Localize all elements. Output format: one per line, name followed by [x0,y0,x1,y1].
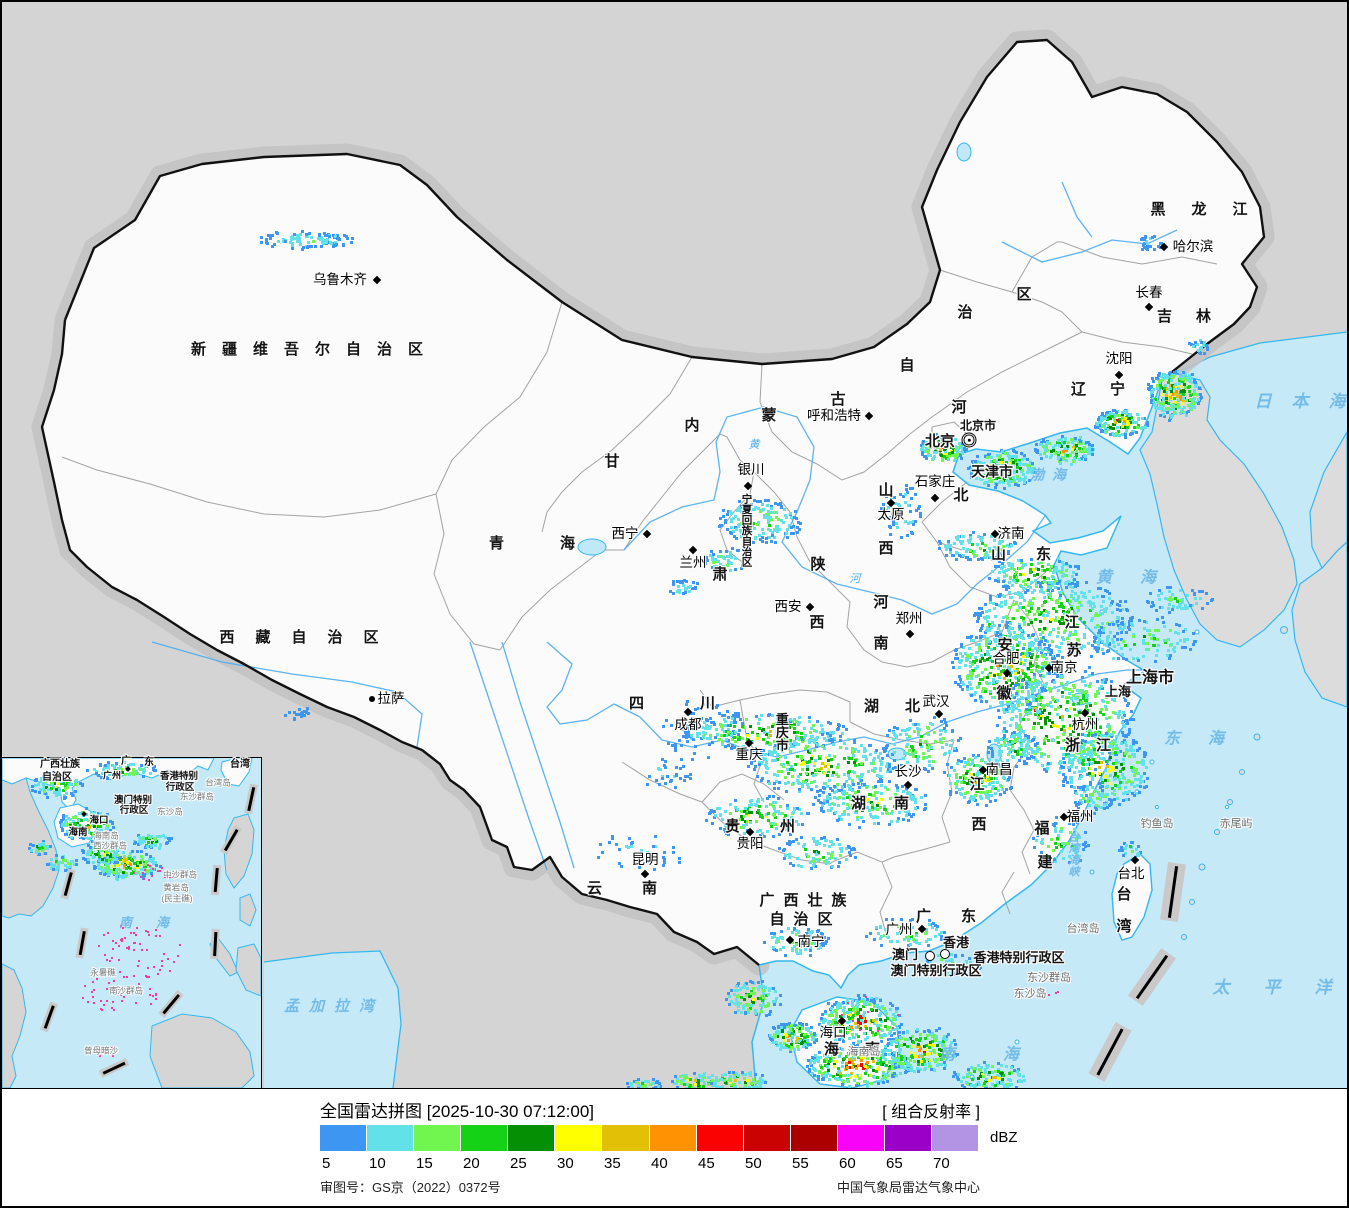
agency-credit: 中国气象局雷达气象中心 [836,1180,980,1195]
scale-segment-65 [884,1125,932,1151]
scale-value: 45 [698,1155,715,1172]
inset-echo-layer [2,758,261,1088]
dbz-scale-values: 5 10 15 20 25 30 35 40 45 50 55 60 65 70 [320,1155,1000,1173]
scale-value: 30 [557,1155,574,1172]
dbz-unit-label: dBZ [990,1129,1018,1146]
scale-segment-50 [743,1125,790,1151]
scale-segment-5 [320,1125,367,1151]
map-review-number: 审图号：GS京（2022）0372号 [320,1180,501,1195]
scale-segment-35 [602,1125,649,1151]
scale-value: 50 [745,1155,762,1172]
scale-value: 15 [416,1155,433,1172]
scale-value: 10 [369,1155,386,1172]
dbz-color-scale [320,1125,979,1151]
legend-panel: 全国雷达拼图 [2025-10-30 07:12:00] [ 组合反射率 ] 5… [2,1088,1347,1206]
mosaic-title: 全国雷达拼图 [2025-10-30 07:12:00] [320,1102,595,1121]
scale-value: 5 [322,1155,331,1172]
product-label: [ 组合反射率 ] [882,1104,980,1121]
scale-value: 55 [792,1155,809,1172]
scale-segment-20 [461,1125,508,1151]
scale-segment-60 [837,1125,884,1151]
scale-value: 25 [510,1155,527,1172]
scale-value: 65 [886,1155,903,1172]
scale-segment-15 [414,1125,461,1151]
scale-value: 60 [839,1155,856,1172]
radar-map[interactable]: 黑龙江 吉林 辽宁内蒙古自治区新疆维吾尔自治区 西藏自治区 青海甘肃宁夏回族自治区陕西山… [2,2,1347,1088]
scale-value: 35 [604,1155,621,1172]
south-china-sea-inset[interactable] [2,757,262,1088]
scale-segment-10 [367,1125,414,1151]
scale-value: 20 [463,1155,480,1172]
scale-segment-30 [555,1125,602,1151]
scale-segment-70 [932,1125,979,1151]
nine-dash-line-layer [2,2,1347,1088]
scale-value: 40 [651,1155,668,1172]
scale-segment-55 [790,1125,837,1151]
scale-value: 70 [933,1155,950,1172]
scale-segment-25 [508,1125,555,1151]
scale-segment-45 [696,1125,743,1151]
scale-segment-40 [649,1125,696,1151]
